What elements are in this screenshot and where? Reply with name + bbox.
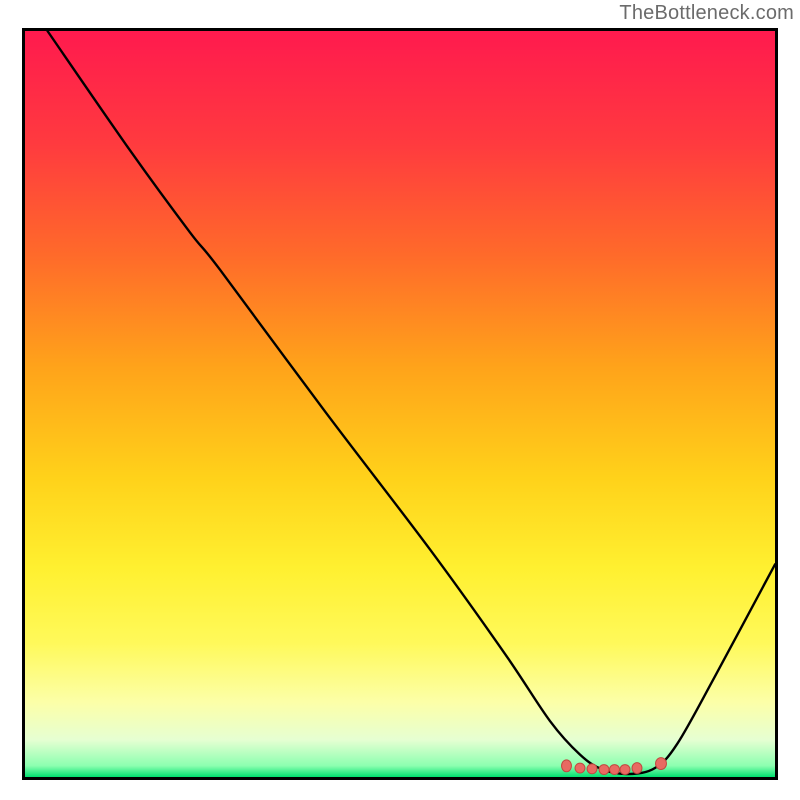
curve-layer	[25, 31, 775, 777]
optimal-marker	[587, 764, 597, 774]
watermark-text: TheBottleneck.com	[619, 2, 794, 25]
plot-area	[22, 28, 778, 780]
optimal-marker	[656, 758, 667, 770]
optimal-marker	[599, 765, 609, 775]
optimal-marker	[575, 763, 585, 773]
optimal-marker	[620, 765, 630, 775]
optimal-marker	[632, 763, 642, 774]
optimal-marker	[562, 760, 572, 772]
optimal-marker	[610, 765, 620, 775]
bottleneck-curve	[48, 31, 776, 774]
